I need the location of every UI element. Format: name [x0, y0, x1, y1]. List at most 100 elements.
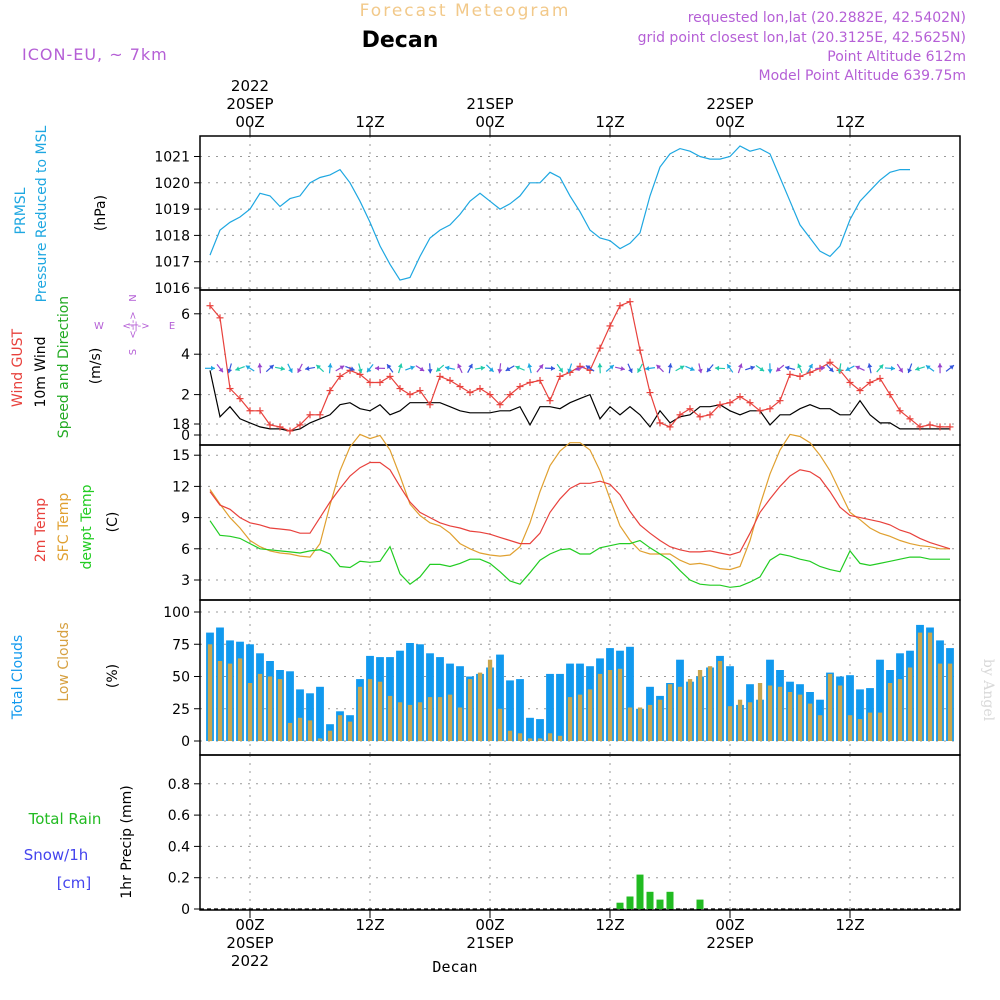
wind-arrow-head: [538, 364, 544, 370]
wind-arrow: [575, 366, 585, 371]
wind-arrow: [797, 363, 803, 374]
gust-marker: [456, 383, 464, 391]
bottom-date-label: 20SEP: [226, 934, 273, 952]
wind-arrow-head: [898, 367, 903, 373]
gust-marker: [826, 358, 834, 366]
panel-frame: [199, 135, 961, 291]
wind-arrow: [697, 363, 703, 374]
low-cloud-bar: [427, 697, 433, 741]
gust-marker: [726, 399, 734, 407]
wind-arrow: [685, 365, 695, 371]
low-cloud-bar: [447, 694, 453, 741]
low-cloud-bar: [777, 686, 783, 741]
gust-marker: [906, 415, 914, 423]
gust-marker: [246, 407, 254, 415]
panel-temp: 3 6 9 12 15 18: [172, 417, 961, 601]
gust-marker: [316, 411, 324, 419]
low-cloud-bar: [557, 735, 563, 741]
pressure-labels: PRMSL Pressure Reduced to MSL (hPa): [13, 125, 109, 302]
low-cloud-bar: [267, 676, 273, 741]
wind-arrow-head: [628, 368, 633, 373]
low-cloud-bar: [717, 661, 723, 741]
y-tick-label: 6: [181, 542, 190, 558]
low-cloud-bar: [617, 668, 623, 741]
wind-arrow-head: [366, 367, 372, 373]
low-cloud-bar: [327, 730, 333, 741]
top-tick-label: 00Z: [235, 113, 264, 131]
precip-bars: [200, 874, 960, 910]
panel-frame: [199, 754, 961, 911]
wind-arrow: [515, 365, 525, 371]
bottom-date-label: 22SEP: [706, 934, 753, 952]
wind-arrow-head: [715, 365, 720, 371]
compass-arrows-h: <-|->: [122, 321, 149, 332]
wind-arrow: [467, 363, 473, 373]
gust-marker: [206, 302, 214, 310]
wind-arrow: [415, 365, 425, 372]
wind-arrow-head: [357, 368, 363, 374]
low-cloud-bar: [847, 715, 853, 741]
wind-arrow-head: [637, 367, 642, 373]
wind-arrow-head: [759, 366, 765, 372]
rain-bar: [646, 891, 654, 909]
gust-marker: [286, 427, 294, 435]
wind-arrow-head: [257, 363, 263, 368]
temp-dew-label: dewpt Temp: [79, 484, 95, 569]
gust-marker: [266, 421, 274, 429]
wind-arrow-head: [445, 365, 450, 371]
low-cloud-bar: [807, 703, 813, 741]
wind-arrow-head: [339, 365, 345, 370]
gust-marker: [596, 344, 604, 352]
low-cloud-bar: [677, 686, 683, 741]
wind-arrow-head: [785, 365, 790, 371]
wind-arrow-head: [727, 364, 732, 369]
low-cloud-bar: [697, 670, 703, 741]
temp-series: [209, 433, 951, 588]
sfc-temp-line: [209, 433, 950, 571]
total-cloud-bar: [876, 659, 884, 741]
wind-arrow: [304, 366, 316, 371]
wind-arrow: [925, 364, 935, 372]
low-cloud-bar: [657, 699, 663, 741]
wind-arrow: [297, 363, 303, 374]
y-tick-label: 0: [181, 428, 190, 444]
low-cloud-bar: [237, 658, 243, 741]
low-cloud-bar: [347, 721, 353, 741]
wind-arrow: [536, 364, 544, 373]
total-cloud-bar: [396, 650, 404, 741]
low-cloud-bar: [547, 733, 553, 741]
wind-arrow: [585, 365, 595, 372]
wind-arrow: [737, 363, 743, 374]
temp-2m-label: 2m Temp: [33, 498, 49, 562]
low-cloud-bar: [497, 708, 503, 742]
panel-frame: [199, 444, 961, 601]
low-cloud-bar: [747, 702, 753, 741]
low-cloud-bar: [897, 679, 903, 741]
point-altitude: Point Altitude 612m: [827, 49, 966, 65]
wind-arrow-head: [567, 368, 573, 374]
model-altitude: Model Point Altitude 639.75m: [759, 68, 966, 84]
low-cloud-bar: [737, 699, 743, 741]
y-tick-label: 0.4: [168, 839, 190, 855]
gust-marker: [486, 391, 494, 399]
wind-arrow: [785, 365, 795, 371]
y-tick-label: 75: [172, 637, 190, 653]
pressure-unit: (hPa): [93, 195, 109, 231]
total-cloud-bar: [406, 643, 414, 741]
wind-arrow-head: [667, 363, 673, 368]
gust-marker: [406, 391, 414, 399]
wind-arrow-head: [397, 363, 403, 369]
wind-arrow-head: [505, 366, 511, 371]
wind-arrow-head: [585, 365, 591, 370]
wind-arrow: [614, 366, 626, 371]
low-cloud-bar: [627, 707, 633, 741]
wind-arrow: [386, 363, 394, 373]
low-cloud-bar: [277, 679, 283, 741]
total-cloud-bar: [296, 689, 304, 741]
gust-marker: [656, 419, 664, 427]
gust-marker: [926, 421, 934, 429]
wind-arrow: [374, 365, 386, 371]
y-tick-label: 15: [172, 448, 190, 464]
gust-marker: [416, 387, 424, 395]
total-cloud-bar: [846, 675, 854, 741]
